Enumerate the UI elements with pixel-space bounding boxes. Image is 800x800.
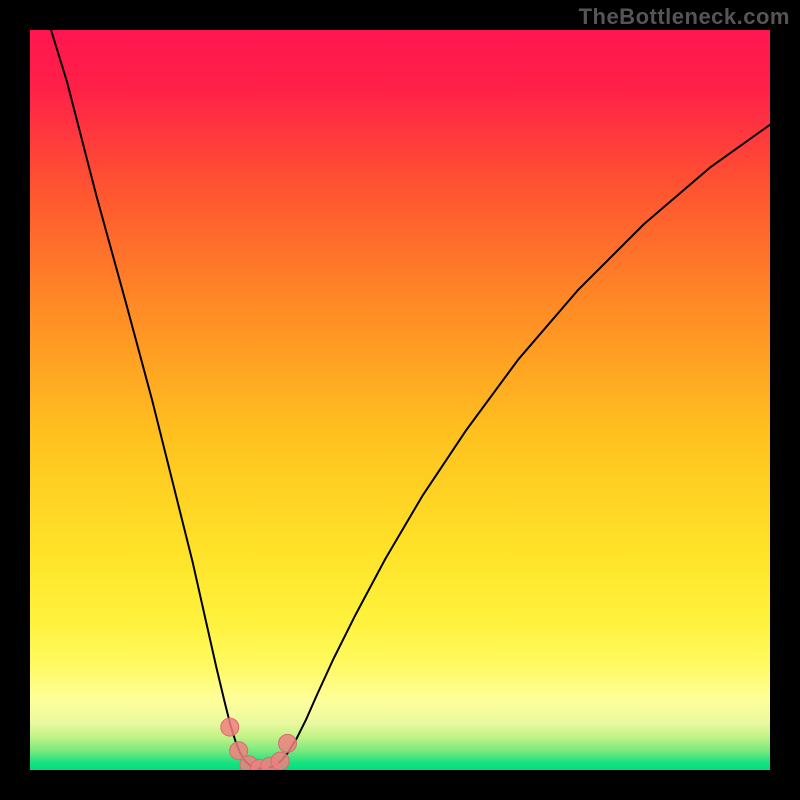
chart-root: TheBottleneck.com [0,0,800,800]
trough-marker [279,734,297,752]
chart-svg [0,0,800,800]
watermark-text: TheBottleneck.com [579,4,790,30]
trough-marker [271,752,289,770]
trough-marker [221,718,239,736]
chart-background-gradient [30,30,770,770]
